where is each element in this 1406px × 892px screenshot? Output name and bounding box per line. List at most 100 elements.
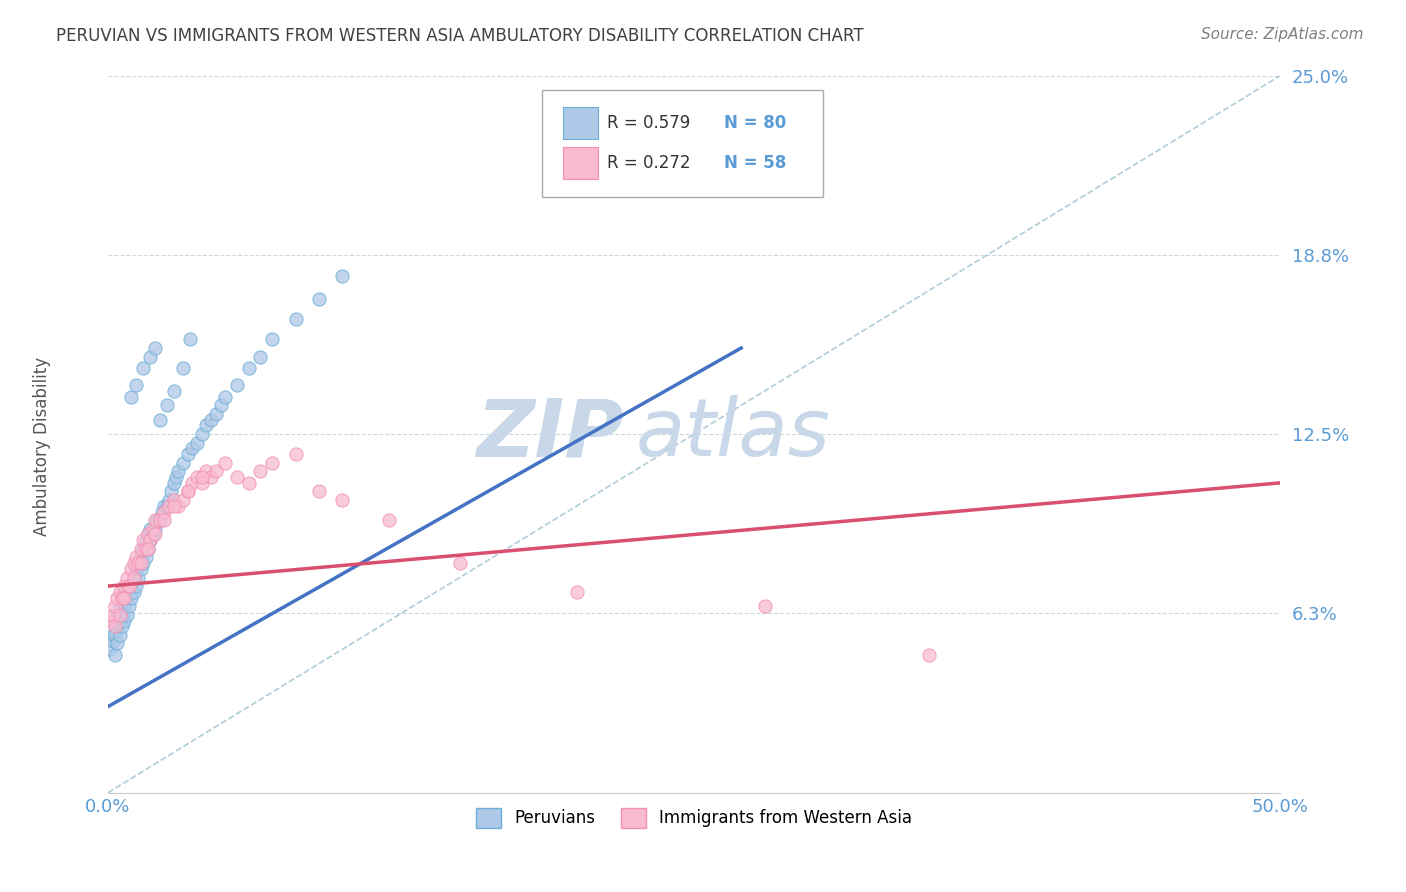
Legend: Peruvians, Immigrants from Western Asia: Peruvians, Immigrants from Western Asia [470,801,918,835]
Point [108,614,131,628]
Point [122,570,145,584]
Point [156,398,179,412]
Point [214,456,236,470]
Point [112,591,135,605]
Point [181,475,204,490]
Point [118,579,141,593]
Text: R = 0.272: R = 0.272 [607,154,690,172]
Point [141,522,163,536]
Point [157,493,180,508]
Point [153,499,176,513]
Point [112,599,135,614]
Point [177,447,200,461]
Point [112,585,135,599]
Text: PERUVIAN VS IMMIGRANTS FROM WESTERN ASIA AMBULATORY DISABILITY CORRELATION CHART: PERUVIAN VS IMMIGRANTS FROM WESTERN ASIA… [56,27,863,45]
Point [262,333,284,347]
Text: N = 80: N = 80 [724,114,786,132]
Point [205,464,228,478]
Point [139,533,162,548]
FancyBboxPatch shape [562,107,598,138]
Point [122,585,145,599]
Point [104,628,127,642]
Point [125,562,148,576]
Point [172,493,194,508]
Point [156,499,179,513]
Point [120,579,142,593]
Point [177,484,200,499]
Point [139,350,162,364]
Point [115,607,138,622]
Point [195,418,218,433]
Point [163,499,186,513]
Point [308,484,330,499]
Point [98,614,121,628]
Point [226,378,249,392]
Point [115,591,138,605]
Point [238,475,260,490]
Point [122,570,145,584]
Point [122,556,145,570]
Point [163,384,186,398]
Point [157,499,180,513]
Point [118,579,141,593]
Point [120,591,142,605]
Point [108,628,131,642]
Point [148,413,170,427]
Point [136,541,159,556]
Point [112,614,135,628]
Point [143,513,166,527]
Point [101,607,124,622]
Point [200,413,222,427]
Point [143,527,166,541]
Text: R = 0.579: R = 0.579 [607,114,690,132]
Point [238,361,260,376]
Point [104,648,127,662]
Point [111,591,134,605]
Point [191,470,214,484]
Point [148,513,170,527]
Point [118,599,141,614]
Point [134,541,156,556]
Point [191,475,214,490]
Point [129,562,152,576]
Point [153,513,176,527]
Point [127,570,149,584]
Point [262,456,284,470]
Point [105,619,128,633]
Point [105,636,128,650]
Point [565,585,588,599]
Point [127,556,149,570]
Point [195,464,218,478]
Point [165,470,187,484]
Text: Ambulatory Disability: Ambulatory Disability [34,357,51,535]
Point [118,585,141,599]
Point [754,599,776,614]
Point [104,619,127,633]
FancyBboxPatch shape [541,90,823,197]
Point [150,504,173,518]
Text: N = 58: N = 58 [724,154,786,172]
Point [104,599,127,614]
Point [111,619,134,633]
Text: Source: ZipAtlas.com: Source: ZipAtlas.com [1201,27,1364,42]
Point [108,599,131,614]
Text: ZIP: ZIP [477,395,624,473]
Point [200,470,222,484]
Point [160,484,183,499]
Point [148,513,170,527]
Point [111,607,134,622]
Point [139,522,162,536]
Point [101,628,124,642]
Point [115,570,138,584]
Point [136,541,159,556]
Point [249,350,271,364]
Point [129,541,152,556]
Point [143,341,166,355]
Point [120,562,142,576]
Point [105,607,128,622]
Point [132,541,155,556]
Point [132,533,155,548]
Point [125,550,148,565]
Point [153,504,176,518]
Point [172,361,194,376]
